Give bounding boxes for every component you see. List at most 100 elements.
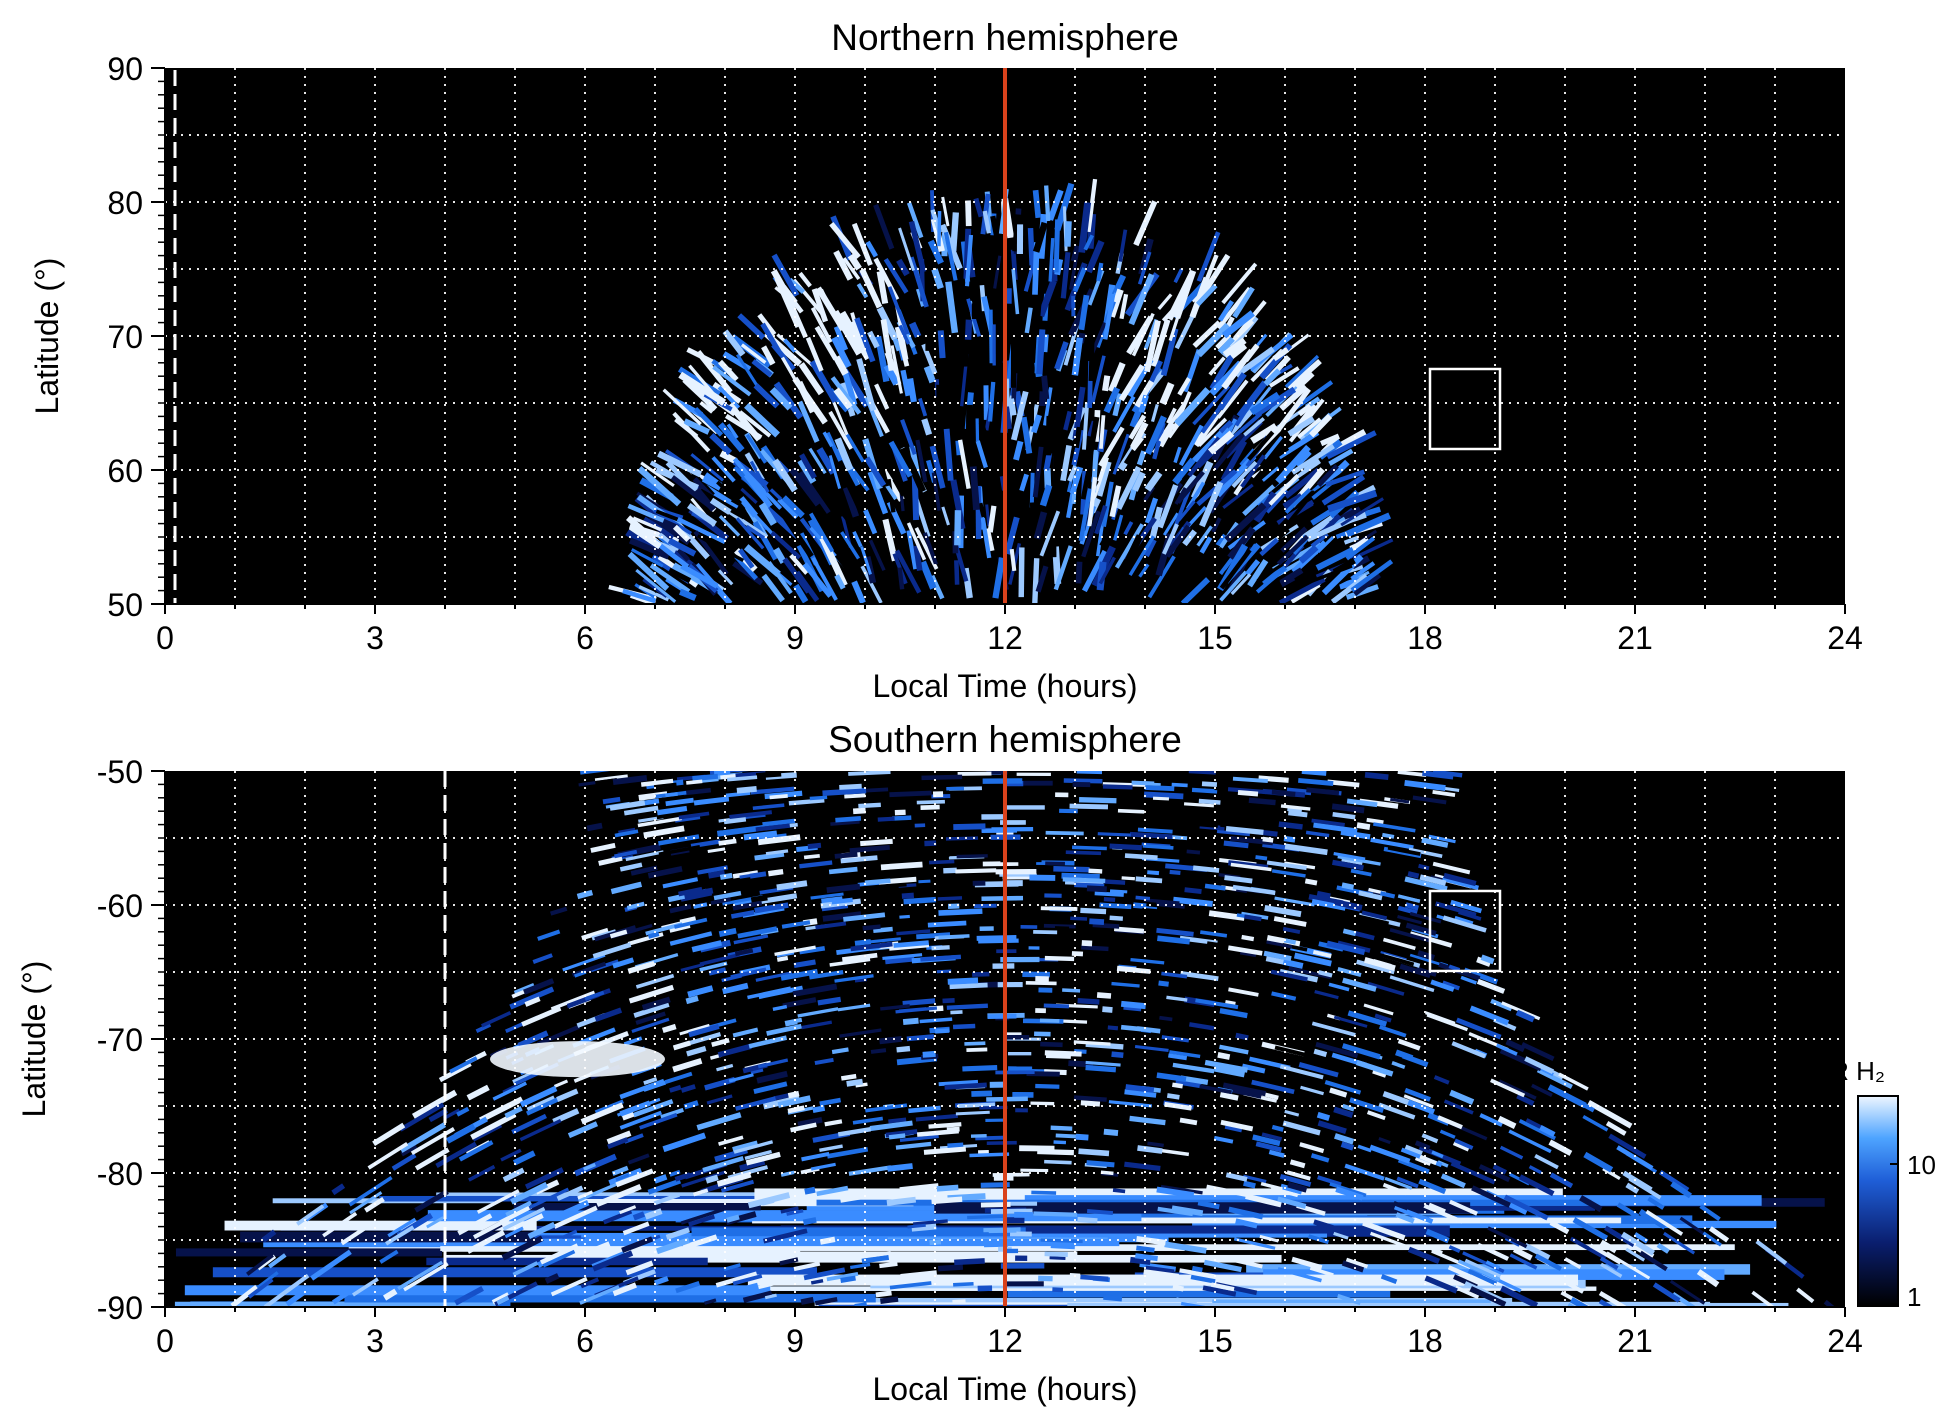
south-panel: Southern hemisphere 0 3 6 9 12 15 18 21 24-50-60… [16, 719, 1863, 1407]
north-y-tick-label: 80 [107, 185, 143, 221]
south-emission-streak [1391, 1061, 1406, 1069]
south-emission-streak [1317, 1175, 1342, 1187]
south-emission-streak [1313, 822, 1358, 834]
south-emission-streak [1492, 1164, 1507, 1175]
south-emission-streak [1080, 907, 1107, 915]
south-emission-streak [594, 1099, 624, 1115]
south-emission-streak [1583, 1151, 1614, 1173]
south-emission-streak [1329, 1087, 1348, 1098]
south-emission-streak [727, 1165, 769, 1180]
north-emission-streak [738, 496, 759, 518]
north-emission-streak [1253, 386, 1297, 418]
north-emission-streak [678, 588, 697, 602]
north-emission-streak [833, 250, 854, 281]
south-emission-streak [1518, 1119, 1557, 1141]
south-emission-streak [331, 1183, 346, 1196]
south-emission-streak [1086, 1160, 1115, 1168]
south-emission-streak [1384, 1176, 1413, 1190]
north-emission-streak [898, 227, 915, 271]
south-y-tick-label: -50 [97, 754, 143, 790]
south-emission-streak [1137, 1145, 1163, 1154]
north-emission-streak [941, 506, 950, 526]
north-emission-streak [1149, 506, 1163, 539]
south-emission-streak [981, 895, 1024, 902]
south-emission-streak [1159, 1015, 1173, 1022]
south-emission-streak [1235, 1218, 1258, 1229]
south-y-axis-label: Latitude (°) [16, 961, 52, 1118]
south-emission-streak [556, 1088, 579, 1102]
south-emission-streak [1071, 951, 1084, 957]
north-emission-streak [842, 486, 860, 518]
north-emission-streak [852, 530, 863, 548]
south-emission-streak [1298, 1062, 1339, 1078]
north-emission-streak [735, 353, 761, 390]
south-emission-streak [743, 1282, 758, 1290]
north-emission-streak [876, 306, 899, 341]
south-emission-streak [643, 825, 685, 839]
south-emission-streak [687, 985, 714, 998]
south-emission-streak [1315, 1041, 1359, 1059]
south-emission-streak [586, 822, 603, 832]
south-emission-streak [755, 971, 793, 982]
south-emission-streak [916, 799, 945, 805]
south-emission-streak [1142, 843, 1174, 850]
south-emission-streak [1200, 930, 1228, 938]
south-emission-streak [692, 1188, 709, 1197]
south-emission-streak [1332, 859, 1364, 871]
south-emission-streak [708, 870, 726, 879]
north-emission-streak [909, 256, 929, 308]
south-emission-streak [750, 786, 795, 795]
south-emission-streak [1337, 940, 1371, 953]
south-emission-streak [581, 927, 609, 941]
south-emission-streak [1175, 1079, 1202, 1089]
south-emission-streak [1099, 902, 1132, 910]
south-emission-streak [1317, 1120, 1347, 1135]
south-emission-streak [564, 990, 584, 1001]
south-emission-streak [472, 1123, 503, 1142]
north-emission-streak [1060, 445, 1072, 482]
south-emission-streak [349, 1191, 383, 1215]
south-emission-streak [848, 1165, 892, 1176]
north-emission-streak [907, 378, 917, 403]
south-emission-streak [780, 968, 818, 981]
south-emission-streak [1589, 1243, 1622, 1265]
south-emission-streak [1796, 1287, 1815, 1304]
north-emission-streak [635, 568, 677, 603]
south-emission-streak [970, 1133, 987, 1138]
south-emission-streak [1419, 1154, 1437, 1166]
south-emission-streak [1443, 872, 1477, 887]
north-emission-streak [744, 402, 780, 438]
south-emission-streak [1072, 845, 1107, 851]
south-emission-streak [688, 1214, 716, 1227]
north-emission-streak [1199, 253, 1231, 298]
north-emission-streak [937, 330, 946, 359]
south-emission-streak [410, 1126, 456, 1156]
north-emission-streak [777, 497, 799, 520]
south-emission-streak [537, 929, 561, 941]
north-emission-streak [719, 496, 739, 511]
north-emission-streak [1230, 573, 1252, 596]
south-emission-band [427, 1210, 1142, 1222]
south-emission-streak [975, 1135, 1007, 1141]
south-title: Southern hemisphere [828, 719, 1182, 760]
north-emission-streak [1152, 422, 1166, 460]
north-emission-streak [880, 319, 895, 372]
south-x-tick-label: 18 [1407, 1323, 1443, 1359]
north-emission-streak [918, 397, 928, 417]
south-emission-streak [607, 1137, 629, 1150]
north-emission-streak [688, 364, 724, 406]
south-emission-streak [1311, 818, 1345, 827]
north-emission-streak [772, 547, 787, 565]
north-emission-streak [798, 271, 812, 288]
south-emission-streak [524, 1213, 544, 1226]
north-emission-streak [1157, 293, 1173, 310]
north-emission-streak [1035, 501, 1057, 552]
south-emission-streak [976, 935, 1017, 941]
south-emission-band [344, 1293, 876, 1303]
south-emission-streak [854, 939, 872, 946]
south-emission-streak [869, 1120, 913, 1132]
south-emission-streak [1408, 971, 1423, 980]
south-emission-streak [1434, 901, 1477, 918]
south-emission-streak [675, 1280, 701, 1294]
